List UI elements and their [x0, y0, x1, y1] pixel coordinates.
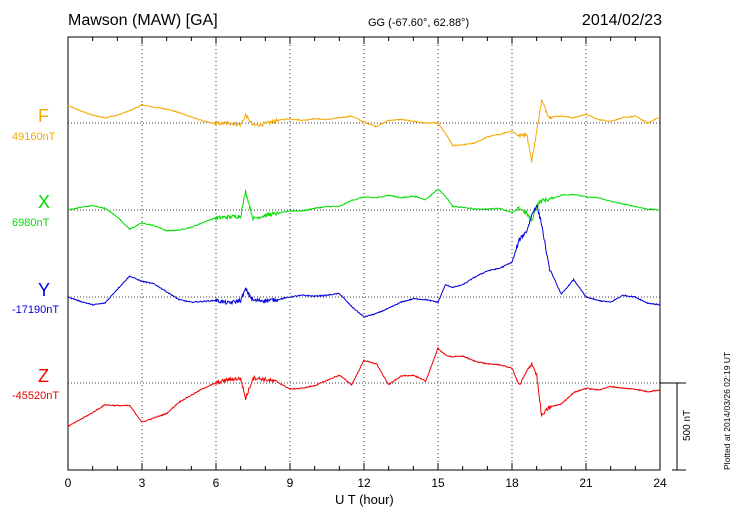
x-tick-label-3: 3: [138, 476, 146, 490]
x-axis-label: U T (hour): [335, 492, 394, 507]
scale-bar: [660, 382, 686, 471]
plotted-timestamp: Plotted at 2014/03/26 02:19 UT: [722, 351, 730, 470]
baseline-value-f: 49160nT: [12, 131, 56, 143]
station-coordinates: GG (-67.60°, 62.88°): [368, 17, 470, 29]
x-tick-label-0: 0: [64, 476, 72, 490]
baseline-value-y: -17190nT: [12, 304, 60, 316]
data-series: [67, 98, 661, 427]
x-tick-label-15: 15: [431, 476, 445, 490]
x-tick-label-9: 9: [286, 476, 294, 490]
series-line-f: [67, 98, 661, 163]
chart-title: Mawson (MAW) [GA]: [68, 12, 218, 29]
x-tick-label-24: 24: [653, 476, 667, 490]
scale-bar-label: 500 nT: [682, 409, 693, 441]
grid-lines: [141, 37, 587, 470]
x-tick-label-18: 18: [505, 476, 519, 490]
series-line-x: [67, 188, 661, 233]
series-line-y: [67, 205, 661, 318]
baseline-value-x: 6980nT: [12, 217, 50, 229]
baseline-value-z: -45520nT: [12, 390, 60, 402]
x-tick-label-6: 6: [212, 476, 220, 490]
channel-label-x: X: [38, 192, 51, 212]
x-tick-label-21: 21: [579, 476, 593, 490]
channel-label-z: Z: [38, 366, 49, 386]
series-line-z: [67, 346, 661, 427]
chart-date: 2014/02/23: [581, 12, 662, 29]
x-axis-ticks: [67, 37, 661, 470]
channel-label-f: F: [38, 106, 49, 126]
channel-label-y: Y: [38, 280, 51, 300]
x-tick-label-12: 12: [357, 476, 371, 490]
